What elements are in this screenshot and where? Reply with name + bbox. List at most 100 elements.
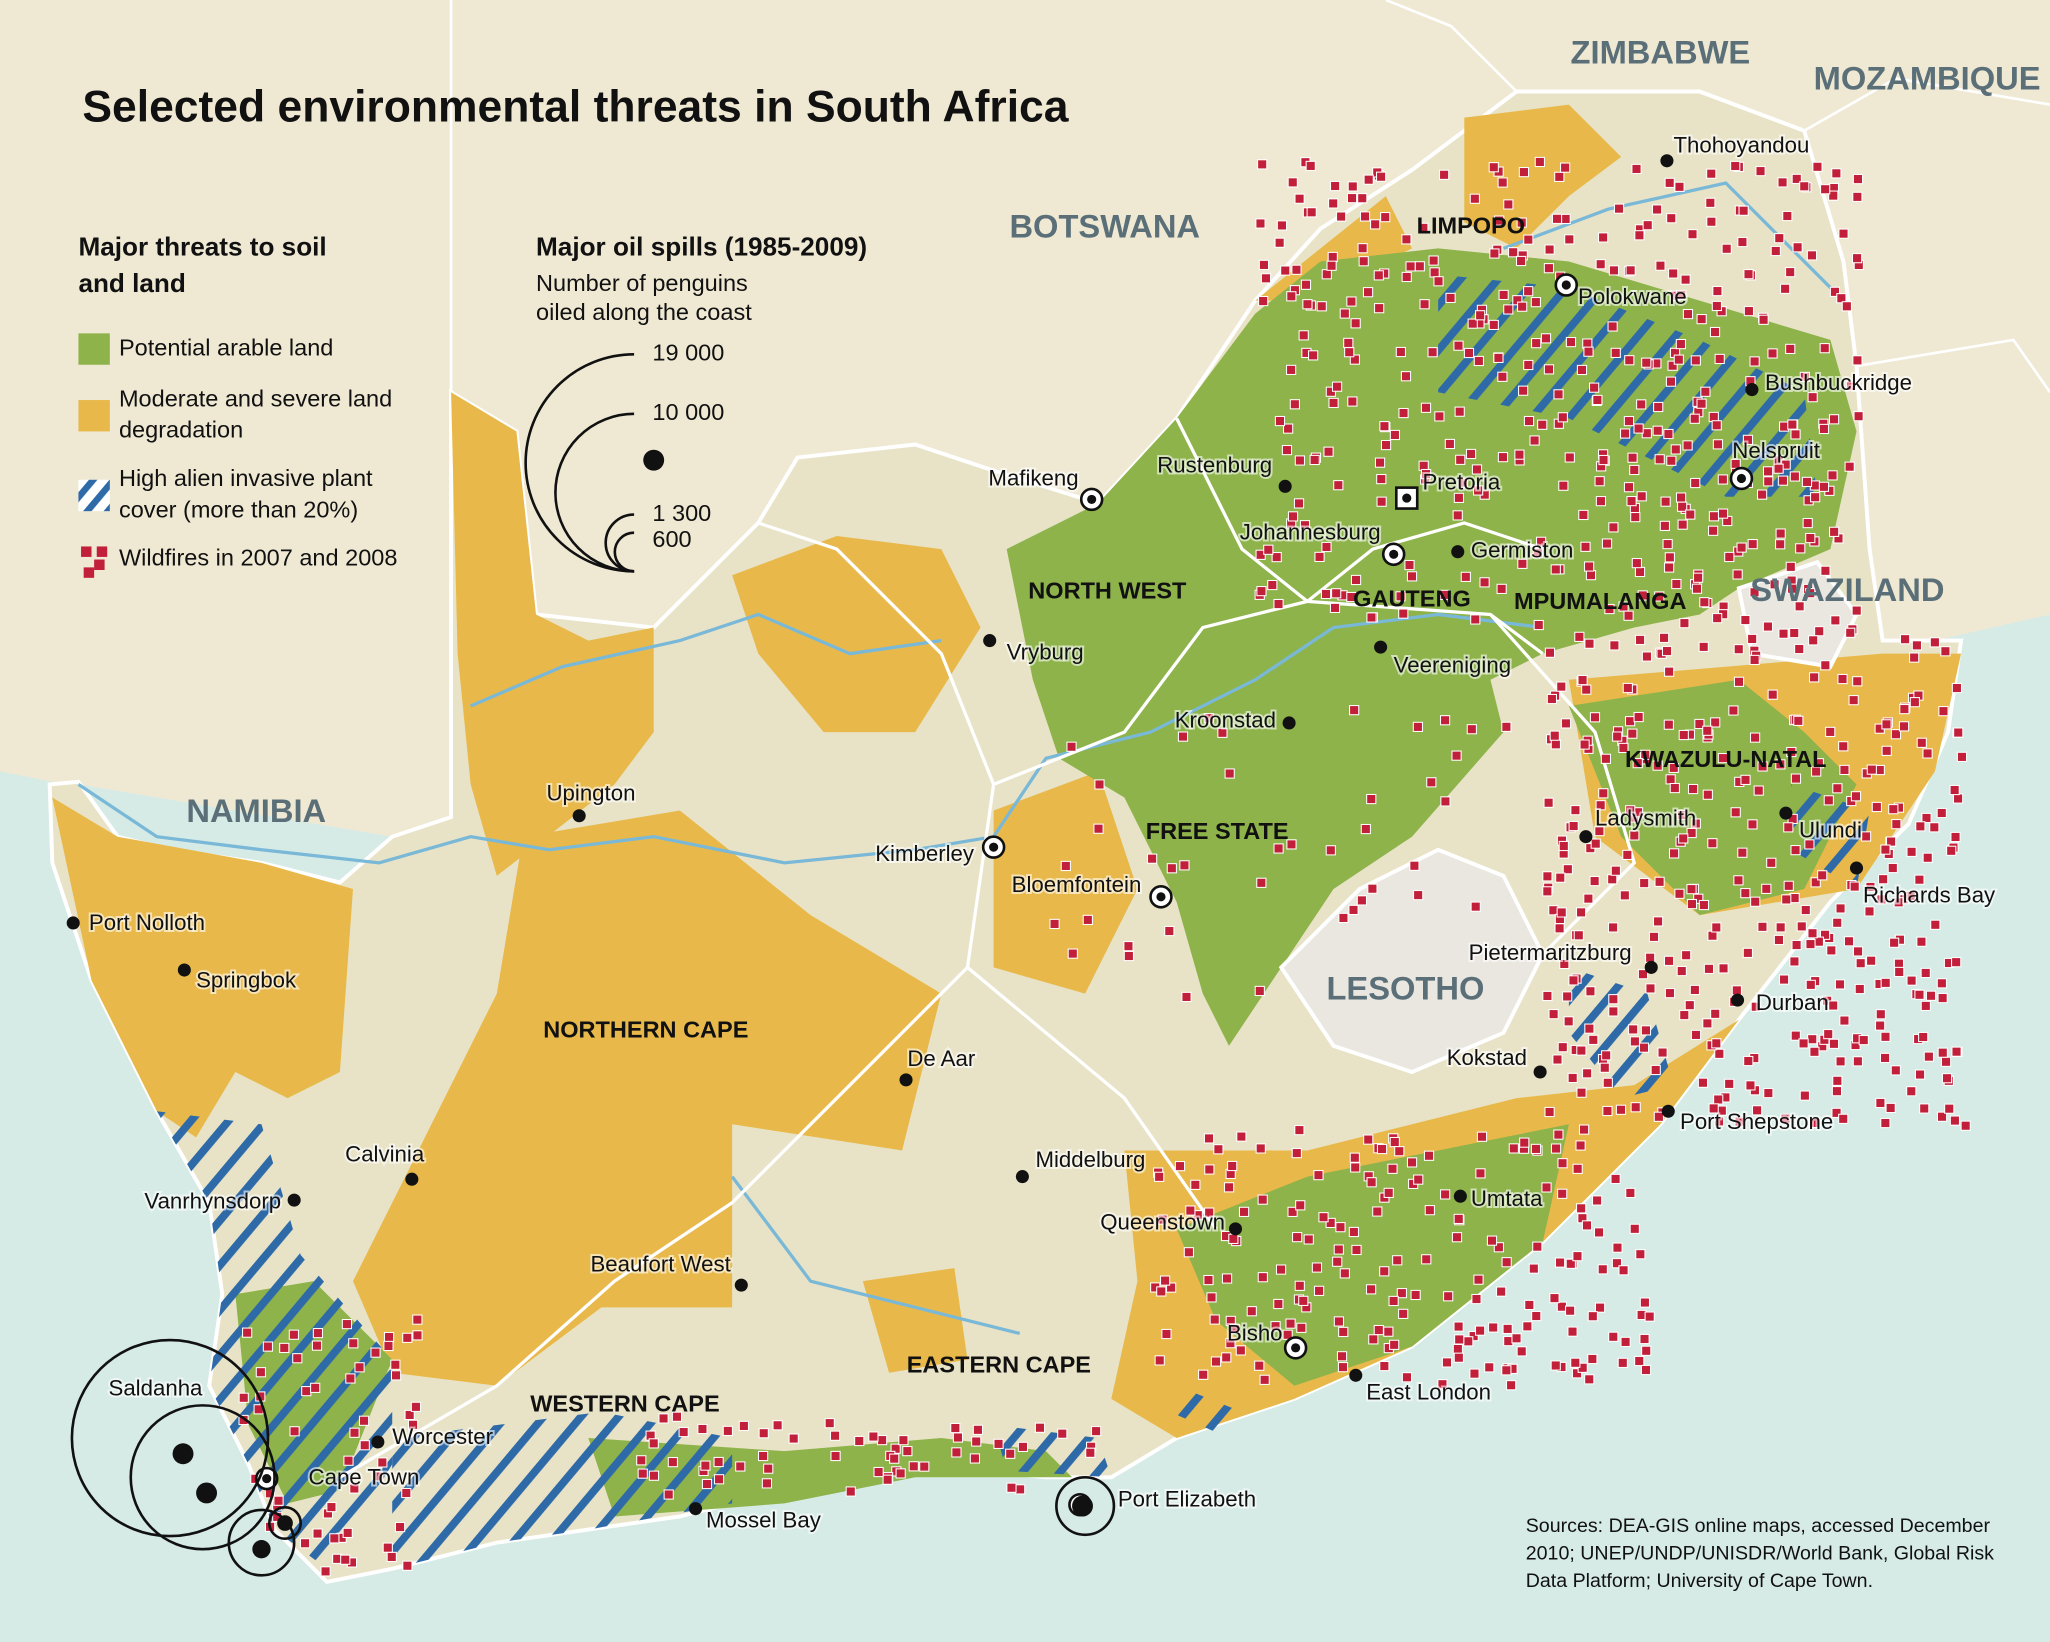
wildfire-dot	[1794, 601, 1805, 612]
wildfire-dot	[1213, 1144, 1224, 1155]
wildfire-dot	[1439, 715, 1451, 726]
wildfire-dot	[1702, 789, 1713, 800]
wildfire-dot	[1501, 1365, 1512, 1376]
wildfire-dot	[1298, 330, 1309, 341]
wildfire-dot	[1880, 844, 1891, 855]
wildfire-dot	[1344, 347, 1355, 358]
wildfire-dot	[1696, 398, 1707, 409]
wildfire-dot	[1802, 517, 1813, 529]
wildfire-dot	[1826, 945, 1837, 956]
wildfire-dot	[410, 1401, 422, 1412]
wildfire-dot	[1632, 758, 1643, 769]
wildfire-dot	[1871, 801, 1882, 813]
wildfire-dot	[1557, 412, 1568, 423]
wildfire-dot	[1497, 177, 1508, 188]
wildfire-dot	[1750, 896, 1761, 907]
wildfire-dot	[1851, 605, 1862, 616]
wildfire-dot	[1693, 893, 1704, 904]
wildfire-dot	[1793, 715, 1804, 726]
wildfire-dot	[1940, 1056, 1952, 1067]
wildfire-dot	[1460, 571, 1471, 582]
city-marker	[177, 963, 191, 977]
wildfire-dot	[1327, 251, 1338, 263]
wildfire-dot	[1406, 1157, 1418, 1168]
wildfire-dot	[1275, 1264, 1287, 1275]
wildfire-dot	[1271, 552, 1282, 563]
wildfire-dot	[1517, 301, 1528, 312]
wildfire-dot	[1820, 565, 1831, 576]
wildfire-dot	[1497, 452, 1509, 463]
wildfire-dot	[1639, 1333, 1650, 1345]
city-label: Port Elizabeth	[1118, 1487, 1256, 1512]
city-label: Nelspruit	[1732, 438, 1821, 463]
wildfire-dot	[1575, 907, 1587, 918]
wildfire-dot	[1880, 1031, 1891, 1042]
wildfire-dot	[1770, 245, 1781, 257]
wildfire-dot	[1221, 1273, 1233, 1284]
wildfire-dot	[1733, 676, 1745, 687]
wildfire-dot	[1951, 957, 1962, 968]
wildfire-dot	[1057, 1428, 1068, 1439]
wildfire-dot	[1166, 1282, 1177, 1293]
wildfire-dot	[868, 1431, 879, 1442]
wildfire-dot	[1413, 890, 1424, 901]
wildfire-dot	[1274, 237, 1285, 248]
sources: 2010; UNEP/UNDP/UNISDR/World Bank, Globa…	[1526, 1543, 1994, 1565]
wildfire-dot	[1626, 496, 1637, 507]
wildfire-dot	[1767, 689, 1778, 700]
wildfire-dot	[1389, 1136, 1400, 1148]
wildfire-dot	[1469, 193, 1480, 204]
wildfire-dot	[1287, 1206, 1298, 1217]
city-label: Durban	[1756, 990, 1829, 1015]
legend-swatch	[78, 333, 110, 365]
wildfire-dot	[1634, 634, 1646, 646]
wildfire-dot	[1258, 295, 1269, 307]
wildfire-dot	[1445, 292, 1456, 304]
wildfire-dot	[1217, 727, 1228, 738]
wildfire-dot	[1484, 1362, 1495, 1373]
wildfire-dot	[1383, 1187, 1394, 1198]
wildfire-dot	[1777, 177, 1788, 188]
wildfire-dot	[1681, 950, 1692, 961]
wildfire-dot	[1333, 1316, 1345, 1327]
wildfire-dot	[1852, 191, 1863, 202]
wildfire-dot	[1624, 355, 1635, 366]
wildfire-dot	[1531, 338, 1542, 349]
wildfire-dot	[824, 1418, 835, 1429]
wildfire-dot	[1467, 318, 1478, 329]
wildfire-dot	[1832, 783, 1843, 794]
wildfire-dot	[1375, 171, 1387, 182]
wildfire-dot	[1254, 1360, 1265, 1371]
wildfire-dot	[1454, 1334, 1465, 1345]
wildfire-dot	[1625, 716, 1636, 727]
wildfire-dot	[788, 1433, 799, 1444]
wildfire-dot	[1488, 1322, 1499, 1333]
city-marker	[1374, 640, 1388, 654]
wildfire-dot	[1838, 1113, 1849, 1124]
wildfire-dot	[1792, 242, 1803, 253]
wildfire-dot	[1570, 1357, 1581, 1368]
wildfire-dot	[1291, 1147, 1302, 1159]
wildfire-dot	[1451, 750, 1462, 761]
wildfire-dot	[1291, 264, 1302, 275]
wildfire-dot	[1730, 160, 1741, 172]
wildfire-dot	[1497, 371, 1508, 382]
wildfire-dot	[1949, 784, 1960, 796]
wildfire-dot	[1285, 1318, 1296, 1329]
wildfire-dot	[971, 1436, 982, 1447]
wildfire-dot	[1154, 1171, 1165, 1182]
wildfire-dot	[1494, 215, 1505, 226]
wildfire-dot	[1568, 975, 1579, 986]
wildfire-dot	[1274, 415, 1286, 427]
wildfire-dot	[1914, 989, 1925, 1000]
wildfire-dot	[1664, 988, 1676, 999]
wildfire-dot	[1733, 875, 1744, 886]
wildfire-dot	[1328, 397, 1339, 409]
wildfire-dot	[1600, 753, 1612, 764]
wildfire-dot	[1589, 382, 1600, 393]
wildfire-dot	[1835, 1056, 1846, 1067]
city-label: Cape Town	[309, 1464, 420, 1489]
wildfire-dot	[1256, 586, 1267, 597]
wildfire-dot	[1473, 355, 1484, 367]
wildfire-dot	[1235, 1345, 1246, 1356]
